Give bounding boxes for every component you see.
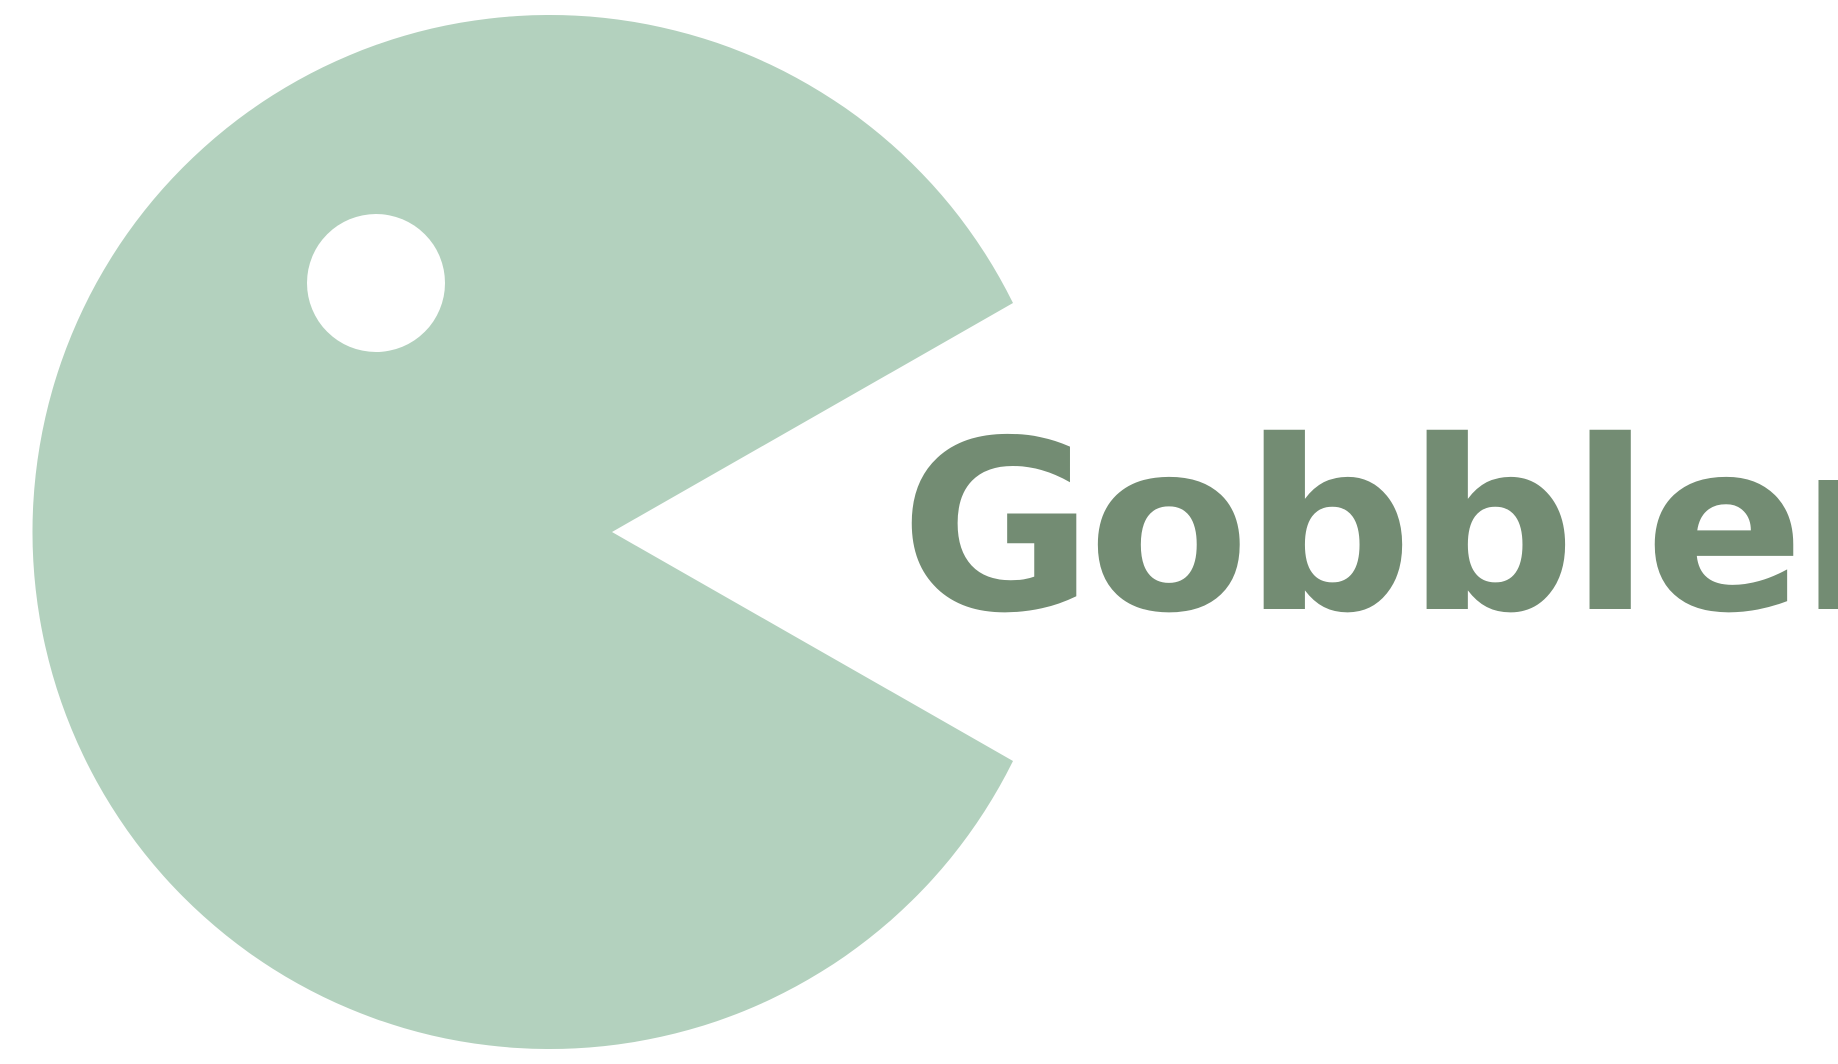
wordmark: Gobbler	[900, 390, 1838, 665]
pacman-body	[32, 15, 1014, 1050]
pacman-eye	[307, 214, 445, 352]
